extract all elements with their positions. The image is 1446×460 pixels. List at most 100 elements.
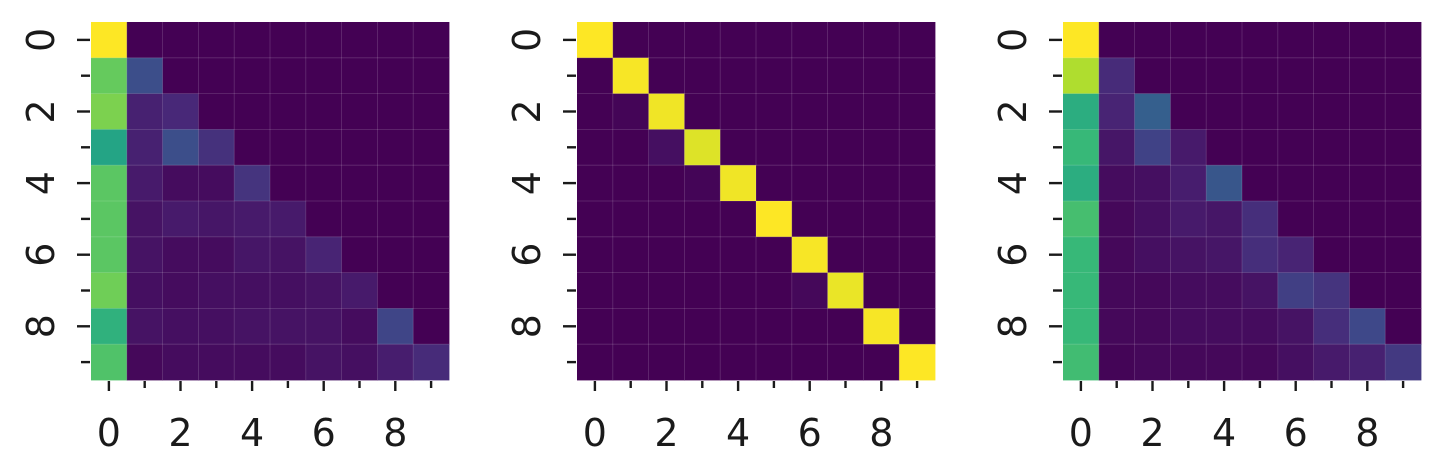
heatmap-cell-r8-c7 [828,308,864,344]
heatmap-cell-r9-c3 [684,344,720,380]
heatmap-cell-r4-c1 [1099,165,1135,201]
heatmap-cell-r8-c5 [1242,308,1278,344]
heatmap-cell-r1-c8 [1349,58,1385,94]
y-tick-label: 8 [505,314,549,338]
heatmap-cell-r4-c4 [1206,165,1242,201]
heatmap-cell-r9-c0 [91,344,127,380]
heatmap-cell-r8-c8 [863,308,899,344]
y-tick-label: 6 [505,243,549,267]
heatmap-cell-r2-c6 [306,94,342,130]
heatmap-cell-r4-c3 [198,165,234,201]
heatmap-cell-r3-c4 [720,129,756,165]
heatmap-cell-r3-c1 [613,129,649,165]
heatmap-cell-r6-c6 [1278,237,1314,273]
y-tick-label: 8 [19,314,63,338]
heatmap-cell-r3-c0 [91,129,127,165]
heatmap-panel-2: 0 2 4 6 8 0 2 4 6 8 [505,22,935,455]
heatmap-cell-r0-c0 [91,22,127,58]
heatmap-cell-r6-c9 [1385,237,1421,273]
heatmap-cell-r3-c6 [792,129,828,165]
heatmap-cell-r3-c0 [577,129,613,165]
heatmap-cell-r6-c2 [649,237,685,273]
heatmap-cell-r6-c5 [1242,237,1278,273]
heatmap-cell-r1-c4 [1206,58,1242,94]
heatmap-cell-r8-c0 [577,308,613,344]
heatmap-cell-r1-c5 [1242,58,1278,94]
heatmap-cell-r3-c2 [649,129,685,165]
heatmap-cell-r3-c7 [1314,129,1350,165]
heatmap-cell-r9-c0 [1063,344,1099,380]
heatmap-cell-r5-c2 [649,201,685,237]
heatmap-cell-r3-c8 [863,129,899,165]
heatmap-cell-r1-c2 [649,58,685,94]
heatmap-cell-r6-c3 [684,237,720,273]
heatmap-cell-r6-c4 [1206,237,1242,273]
heatmap-cell-r3-c4 [1206,129,1242,165]
heatmap-cell-r2-c9 [1385,94,1421,130]
heatmap-cell-r4-c2 [163,165,199,201]
heatmap-cell-r4-c0 [577,165,613,201]
heatmap-cell-r4-c5 [270,165,306,201]
x-tick-label: 4 [1212,411,1236,455]
heatmap-cell-r7-c5 [756,273,792,309]
heatmap-cell-r6-c6 [792,237,828,273]
heatmap-cell-r5-c3 [1170,201,1206,237]
heatmap-cell-r1-c9 [1385,58,1421,94]
heatmap-cell-r2-c3 [684,94,720,130]
heatmap-cell-r2-c2 [1135,94,1171,130]
heatmap-cell-r1-c7 [1314,58,1350,94]
heatmap-cell-r0-c4 [720,22,756,58]
heatmap-cell-r1-c9 [413,58,449,94]
y-tick-label: 0 [505,28,549,52]
heatmap-cell-r5-c8 [377,201,413,237]
y-tick-label: 8 [991,314,1035,338]
y-tick-label: 4 [991,171,1035,195]
x-tick-label: 0 [97,411,121,455]
heatmap-cell-r6-c0 [91,237,127,273]
heatmap-cell-r3-c2 [1135,129,1171,165]
heatmap-cell-r8-c4 [720,308,756,344]
heatmap-cell-r7-c3 [1170,273,1206,309]
heatmap-cell-r7-c5 [1242,273,1278,309]
heatmap-cell-r2-c4 [1206,94,1242,130]
heatmap-cell-r4-c5 [1242,165,1278,201]
heatmap-cell-r2-c7 [1314,94,1350,130]
x-tick-label: 0 [583,411,607,455]
heatmap-cell-r0-c3 [198,22,234,58]
heatmap-cell-r9-c7 [1314,344,1350,380]
heatmap-cell-r4-c6 [306,165,342,201]
heatmap-cell-r4-c0 [91,165,127,201]
heatmap-cell-r0-c4 [234,22,270,58]
heatmap-cell-r9-c4 [1206,344,1242,380]
heatmap-cell-r9-c9 [899,344,935,380]
heatmap-cell-r2-c8 [863,94,899,130]
heatmap-cell-r4-c7 [1314,165,1350,201]
heatmap-cell-r6-c0 [577,237,613,273]
x-tick-label: 6 [312,411,336,455]
heatmap-cell-r2-c1 [1099,94,1135,130]
heatmap-cell-r8-c5 [756,308,792,344]
heatmap-cell-r6-c4 [234,237,270,273]
heatmap-cell-r8-c8 [377,308,413,344]
x-tick-label: 4 [240,411,264,455]
heatmap-panel-1: 0 2 4 6 8 0 2 4 6 8 [19,22,449,455]
heatmap-cell-r6-c7 [342,237,378,273]
heatmap-cell-r5-c1 [127,201,163,237]
heatmap-cell-r2-c6 [792,94,828,130]
heatmap-cell-r0-c2 [163,22,199,58]
heatmap-cell-r3-c7 [342,129,378,165]
heatmap-cell-r2-c2 [163,94,199,130]
heatmap-cell-r6-c1 [613,237,649,273]
heatmap-cell-r0-c5 [756,22,792,58]
y-tick-label: 6 [19,243,63,267]
heatmap-cell-r0-c6 [1278,22,1314,58]
heatmap-cell-r0-c8 [863,22,899,58]
heatmap-cell-r3-c6 [1278,129,1314,165]
heatmap-cell-r9-c6 [1278,344,1314,380]
heatmap-cell-r1-c1 [1099,58,1135,94]
heatmap-cell-r4-c8 [863,165,899,201]
heatmap-cell-r7-c8 [377,273,413,309]
x-tick-label: 6 [798,411,822,455]
heatmap-cell-r9-c6 [306,344,342,380]
heatmap-cell-r7-c0 [577,273,613,309]
